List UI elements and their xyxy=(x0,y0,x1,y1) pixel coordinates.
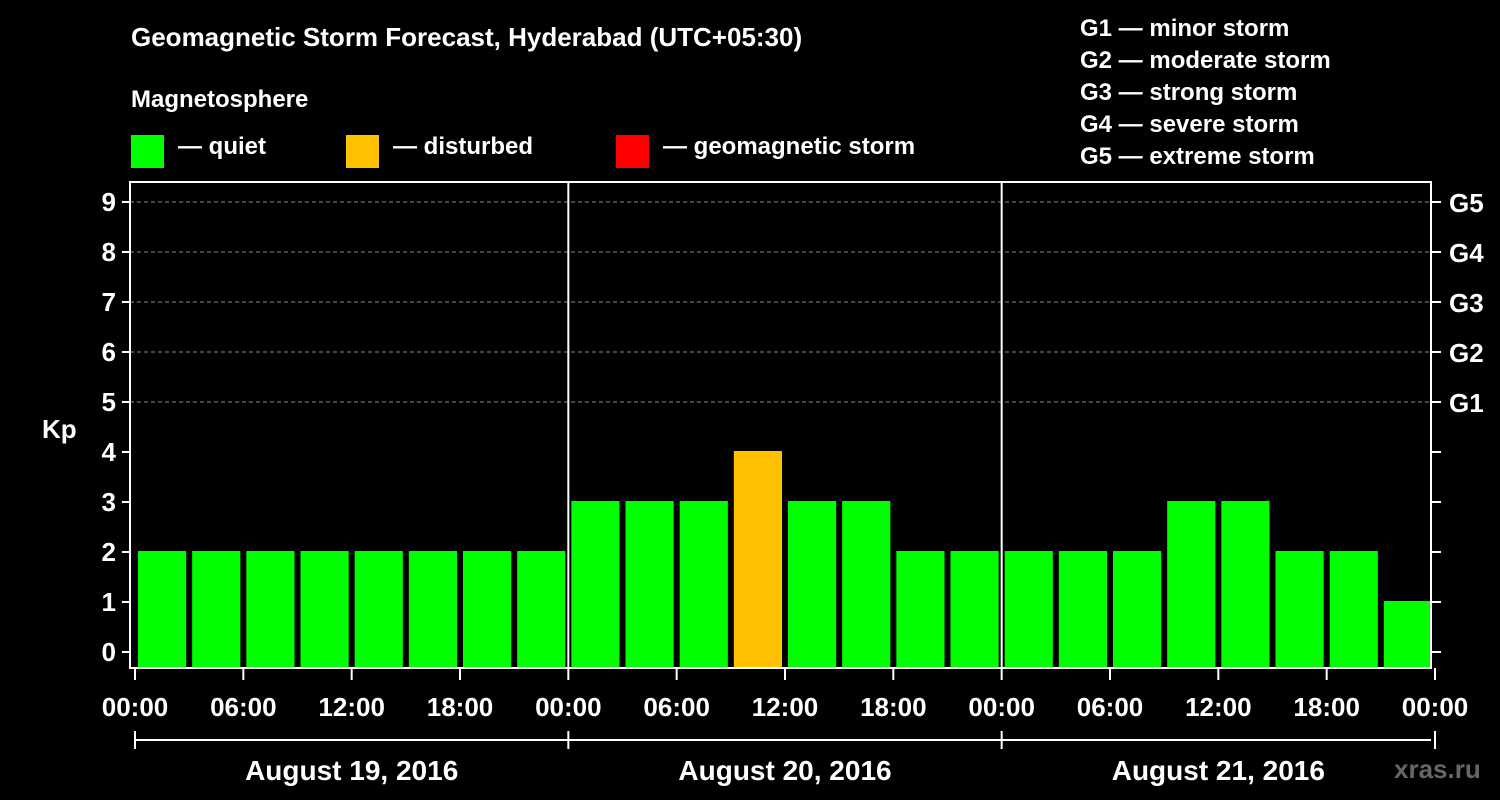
xtick-label-12: 00:00 xyxy=(1402,692,1469,722)
legend-item-storm: — geomagnetic storm xyxy=(616,133,916,168)
bar-22 xyxy=(1329,551,1378,668)
bar-5 xyxy=(408,551,457,668)
date-label-0: August 19, 2016 xyxy=(245,755,458,786)
xtick-label-8: 00:00 xyxy=(968,692,1035,722)
xtick-label-11: 18:00 xyxy=(1293,692,1360,722)
xtick-label-1: 06:00 xyxy=(210,692,277,722)
bar-11 xyxy=(733,451,782,668)
xtick-label-5: 06:00 xyxy=(643,692,710,722)
bar-3 xyxy=(300,551,349,668)
bar-21 xyxy=(1275,551,1324,668)
bar-2 xyxy=(246,551,295,668)
bar-18 xyxy=(1113,551,1162,668)
xtick-label-4: 00:00 xyxy=(535,692,602,722)
bar-23 xyxy=(1383,601,1430,668)
legend-item-quiet: — quiet xyxy=(131,133,266,168)
ytick-label-5: 5 xyxy=(102,387,116,417)
bar-13 xyxy=(842,501,891,668)
bar-8 xyxy=(571,501,620,668)
bar-6 xyxy=(463,551,512,668)
watermark: xras.ru xyxy=(1394,754,1481,784)
ytick-label-1: 1 xyxy=(102,587,116,617)
legend-swatch-storm xyxy=(616,134,649,168)
bar-15 xyxy=(950,551,999,668)
xtick-label-2: 12:00 xyxy=(318,692,385,722)
g-label-G4: G4 xyxy=(1449,238,1484,268)
xtick-label-9: 06:00 xyxy=(1077,692,1144,722)
g-label-G5: G5 xyxy=(1449,188,1484,218)
xtick-label-3: 18:00 xyxy=(427,692,494,722)
plot-frame xyxy=(129,181,1432,669)
ytick-label-9: 9 xyxy=(102,187,116,217)
bar-17 xyxy=(1058,551,1107,668)
ytick-label-0: 0 xyxy=(102,637,116,667)
xtick-label-6: 12:00 xyxy=(752,692,819,722)
magnetosphere-label: Magnetosphere xyxy=(131,86,309,113)
xtick-label-7: 18:00 xyxy=(860,692,927,722)
legend-swatch-disturbed xyxy=(346,134,379,168)
bar-7 xyxy=(517,551,566,668)
ytick-label-4: 4 xyxy=(102,437,117,467)
xtick-label-0: 00:00 xyxy=(102,692,169,722)
bar-4 xyxy=(354,551,403,668)
bar-10 xyxy=(679,501,728,668)
bar-16 xyxy=(1004,551,1053,668)
xtick-label-10: 12:00 xyxy=(1185,692,1252,722)
legend-label-disturbed: — disturbed xyxy=(393,133,534,160)
storm-scale-g4: G4 — severe storm xyxy=(1080,111,1299,138)
date-label-1: August 20, 2016 xyxy=(678,755,891,786)
ytick-label-6: 6 xyxy=(102,337,116,367)
bar-0 xyxy=(138,551,187,668)
bar-14 xyxy=(896,551,945,668)
storm-scale-g5: G5 — extreme storm xyxy=(1080,143,1315,170)
bar-20 xyxy=(1221,501,1270,668)
g-label-G3: G3 xyxy=(1449,288,1484,318)
legend-label-quiet: — quiet xyxy=(178,133,266,160)
legend-label-storm: — geomagnetic storm xyxy=(663,133,916,160)
bar-9 xyxy=(625,501,674,668)
bar-1 xyxy=(192,551,241,668)
date-label-2: August 21, 2016 xyxy=(1112,755,1325,786)
storm-scale-g1: G1 — minor storm xyxy=(1080,15,1290,42)
chart-title: Geomagnetic Storm Forecast, Hyderabad (U… xyxy=(131,22,803,52)
storm-scale-g2: G2 — moderate storm xyxy=(1080,47,1331,74)
ytick-label-7: 7 xyxy=(102,287,116,317)
g-label-G2: G2 xyxy=(1449,338,1484,368)
legend-swatch-quiet xyxy=(131,134,164,168)
storm-scale-legend: G1 — minor storm G2 — moderate storm G3 … xyxy=(1080,13,1331,173)
bar-24 xyxy=(1438,551,1486,668)
storm-scale-g3: G3 — strong storm xyxy=(1080,79,1298,106)
bar-19 xyxy=(1167,501,1216,668)
ytick-label-3: 3 xyxy=(102,487,116,517)
g-label-G1: G1 xyxy=(1449,388,1484,418)
ytick-label-2: 2 xyxy=(102,537,116,567)
bars-group xyxy=(138,451,1486,668)
y-axis-label: Kp xyxy=(42,414,77,444)
ytick-label-8: 8 xyxy=(102,237,116,267)
bar-12 xyxy=(788,501,837,668)
legend-item-disturbed: — disturbed xyxy=(346,133,534,168)
